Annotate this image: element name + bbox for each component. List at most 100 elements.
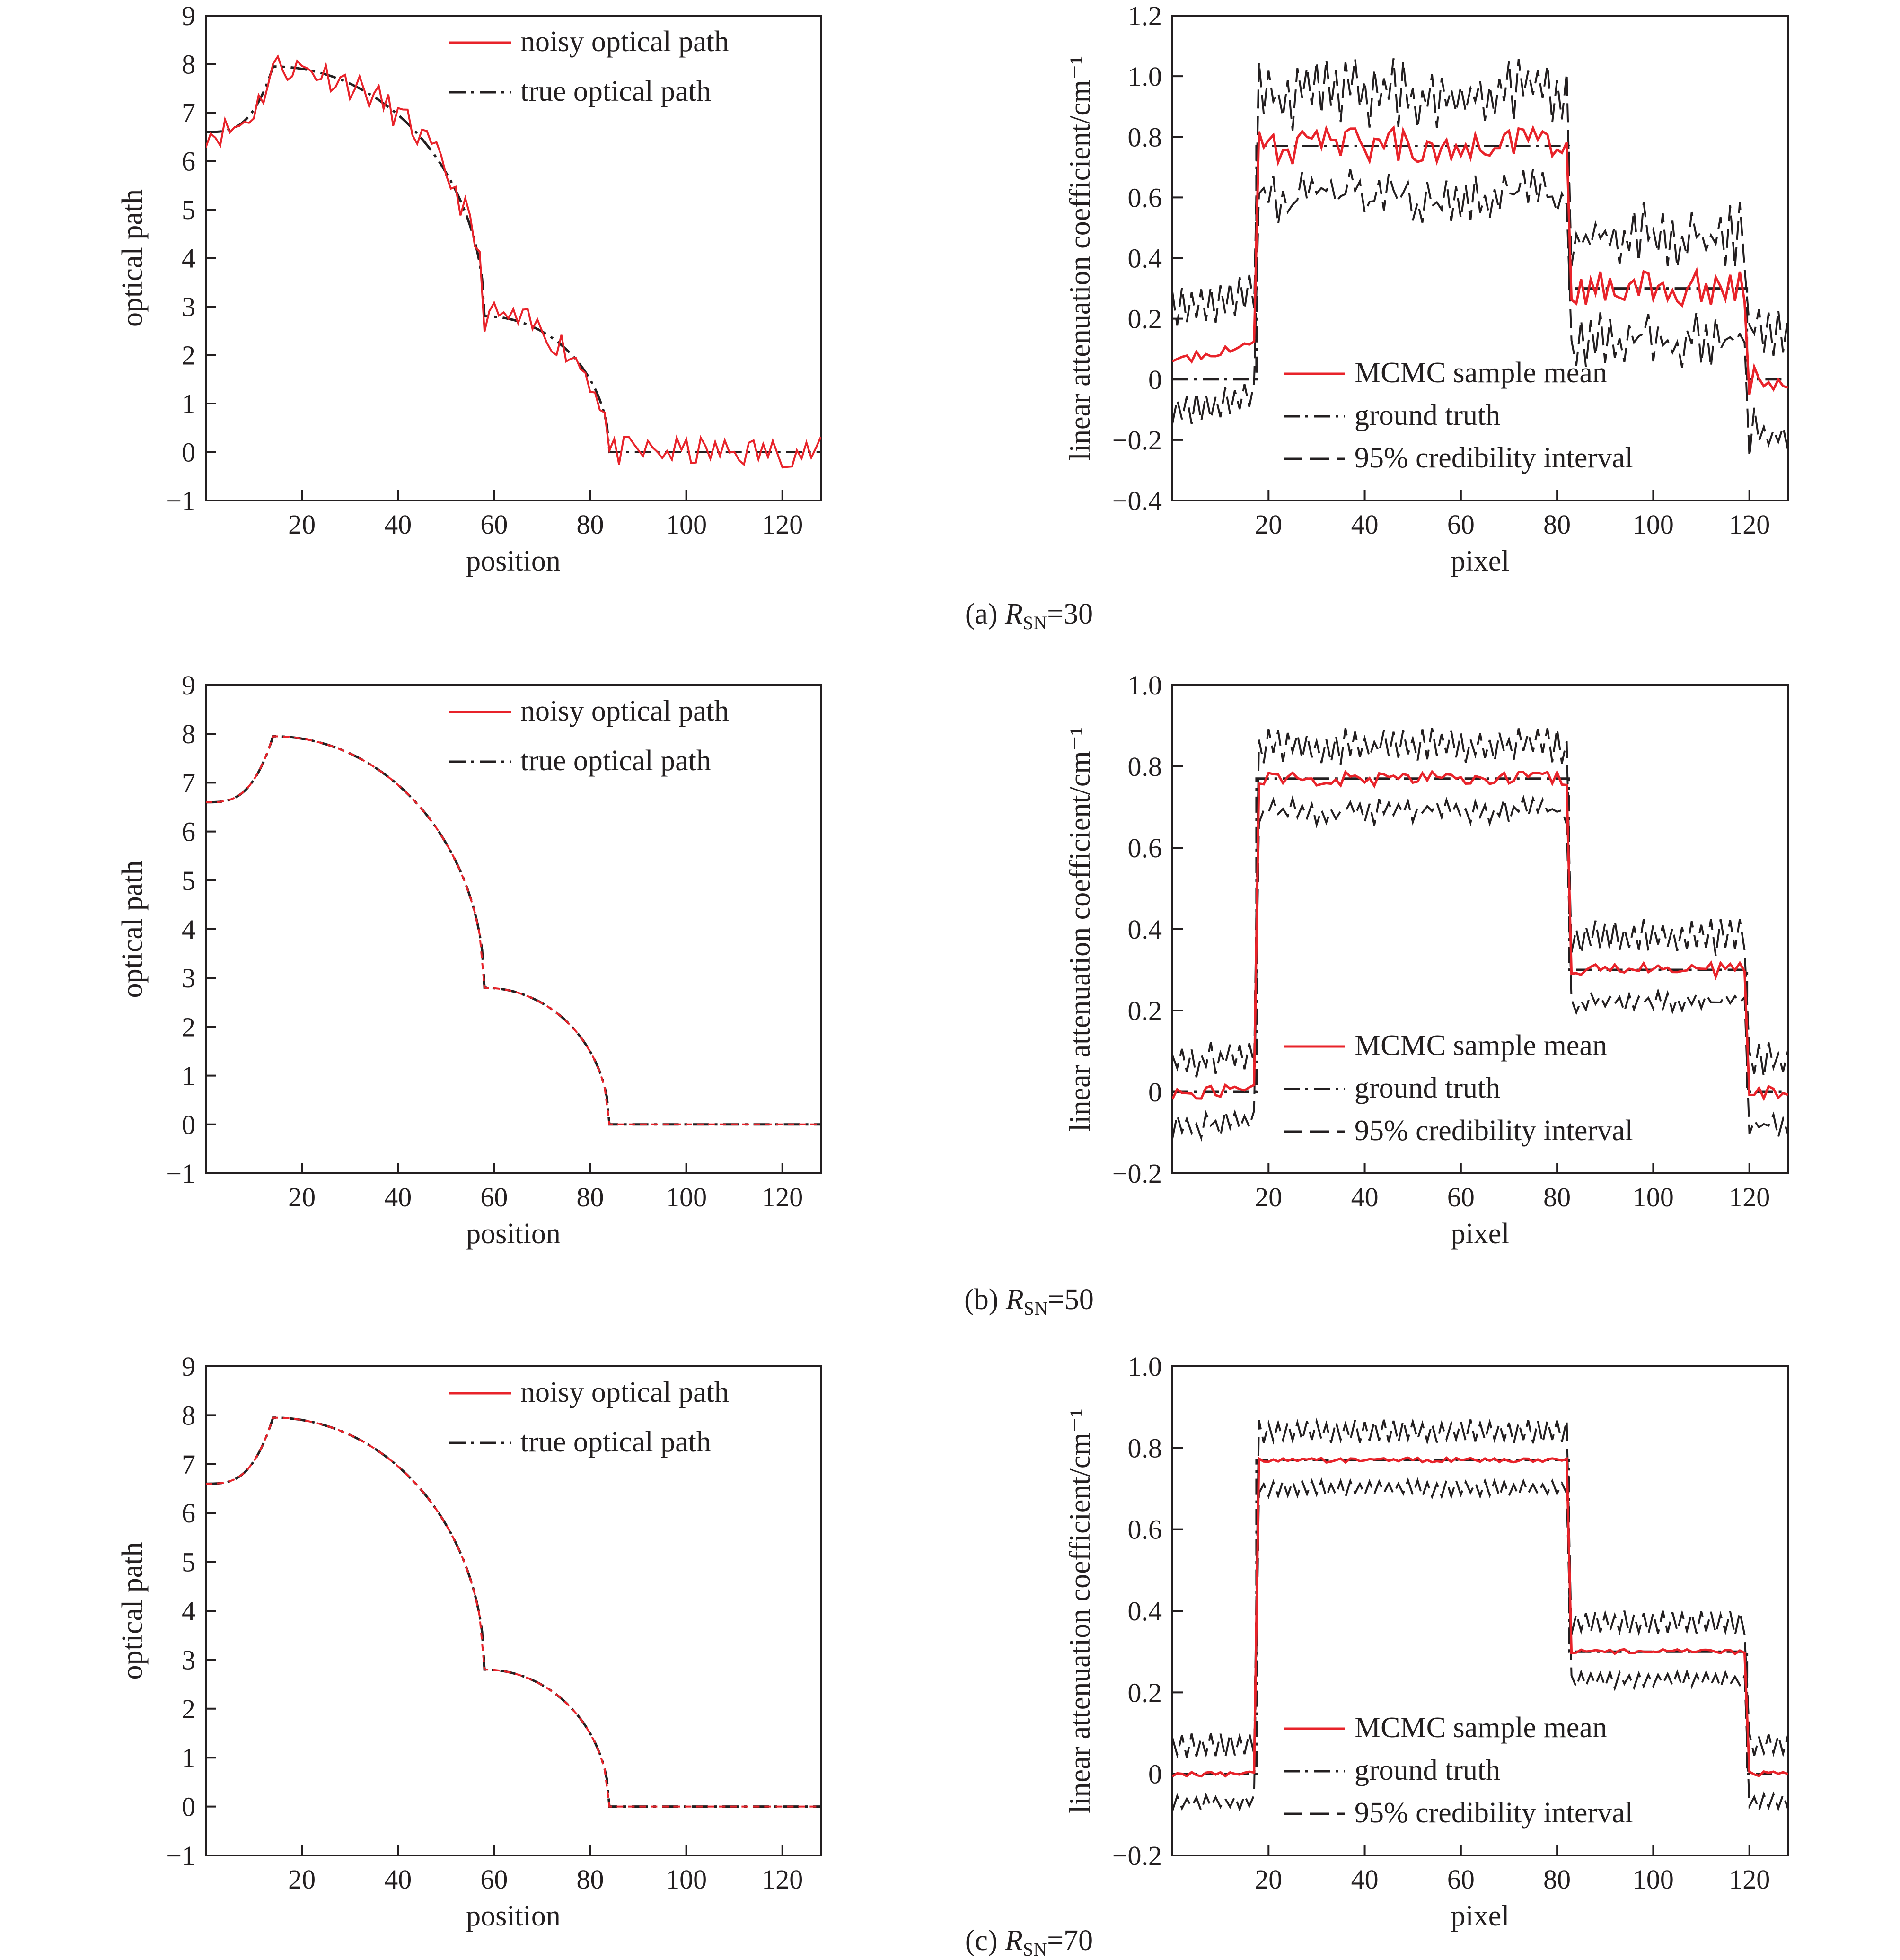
y-tick-label: 1.0 xyxy=(1128,670,1162,701)
y-tick-label: 0.6 xyxy=(1128,833,1162,863)
legend-label: 95% credibility interval xyxy=(1355,1797,1633,1829)
x-tick-label: 60 xyxy=(480,509,508,540)
y-tick-label: −1 xyxy=(166,1158,195,1189)
x-tick-label: 40 xyxy=(384,1864,412,1895)
legend-label: ground truth xyxy=(1355,1754,1500,1786)
x-tick-label: 40 xyxy=(384,509,412,540)
caption-c: (c) RSN=70 xyxy=(965,1925,1093,1960)
y-axis-label: optical path xyxy=(116,189,149,327)
mcmc-mean-line xyxy=(1172,124,1788,395)
x-tick-label: 20 xyxy=(1255,509,1282,540)
x-axis-label: position xyxy=(466,1218,561,1250)
charts-layer: 20 40 60 80 100 120−10123456789positionoptica… xyxy=(116,0,1789,1932)
x-tick-label: 60 xyxy=(1447,1182,1475,1213)
credibility-interval-lower xyxy=(1172,168,1788,457)
plot-area xyxy=(206,735,821,1126)
y-tick-label: −0.2 xyxy=(1112,1158,1162,1189)
x-tick-label: 20 xyxy=(288,1182,316,1213)
true-optical-path-line xyxy=(206,1416,821,1808)
noisy-optical-path-line xyxy=(206,1416,821,1808)
plot-area xyxy=(206,1416,821,1808)
x-tick-label: 40 xyxy=(1351,1864,1379,1895)
legend: noisy optical path true optical path xyxy=(449,1376,729,1458)
y-tick-label: 0.8 xyxy=(1128,1433,1162,1463)
x-tick-label: 20 xyxy=(288,509,316,540)
y-tick-label: 0.2 xyxy=(1128,995,1162,1026)
x-tick-label: 100 xyxy=(666,1864,707,1895)
y-tick-label: 7 xyxy=(182,767,195,798)
y-tick-label: −0.4 xyxy=(1112,485,1162,516)
legend-label: 95% credibility interval xyxy=(1355,442,1633,474)
legend-label: noisy optical path xyxy=(520,695,729,727)
x-axis-label: pixel xyxy=(1451,545,1510,577)
x-tick-label: 40 xyxy=(1351,1182,1379,1213)
x-tick-label: 80 xyxy=(1543,1864,1571,1895)
x-axis-label: pixel xyxy=(1451,1218,1510,1250)
x-tick-label: 100 xyxy=(1633,1864,1674,1895)
y-tick-label: 0.6 xyxy=(1128,1514,1162,1545)
plot-area xyxy=(1172,1417,1788,1814)
credibility-interval-upper xyxy=(1172,58,1788,356)
x-tick-label: 20 xyxy=(288,1864,316,1895)
legend: MCMC sample mean ground truth 95% credibil… xyxy=(1284,357,1633,474)
x-tick-label: 120 xyxy=(762,509,803,540)
x-tick-label: 80 xyxy=(1543,509,1571,540)
y-tick-label: 4 xyxy=(182,243,195,274)
legend-label: true optical path xyxy=(520,1426,711,1458)
chart-b-left: 20 40 60 80 100 120 −1 0 1 2 3 4 5 6 7 8 9 position optica… xyxy=(116,670,822,1250)
y-tick-label: 2 xyxy=(182,1694,195,1724)
legend-label: MCMC sample mean xyxy=(1355,1712,1607,1744)
legend-label: MCMC sample mean xyxy=(1355,357,1607,389)
x-tick-label: 80 xyxy=(577,1864,604,1895)
y-tick-label: 5 xyxy=(182,1547,195,1578)
credibility-interval-upper xyxy=(1172,1417,1788,1759)
y-tick-label: 0.8 xyxy=(1128,751,1162,782)
y-axis-label: linear attenuation coefficient/cm⁻¹ xyxy=(1064,727,1096,1132)
credibility-interval-lower xyxy=(1172,794,1788,1142)
y-tick-label: 0.8 xyxy=(1128,122,1162,152)
true-optical-path-line xyxy=(206,735,821,1126)
plot-area xyxy=(1172,727,1788,1142)
y-tick-label: 0 xyxy=(1148,1077,1162,1107)
y-axis-label: linear attenuation coefficient/cm⁻¹ xyxy=(1064,56,1096,461)
caption-b: (b) RSN=50 xyxy=(964,1283,1094,1319)
legend-label: ground truth xyxy=(1355,399,1500,431)
legend-label: true optical path xyxy=(520,75,711,107)
y-tick-label: 1.2 xyxy=(1128,0,1162,31)
y-tick-label: 0 xyxy=(182,1109,195,1140)
y-tick-label: 2 xyxy=(182,340,195,371)
legend: noisy optical path true optical path xyxy=(449,26,729,107)
y-tick-label: 9 xyxy=(182,0,195,31)
y-tick-label: 0 xyxy=(182,1792,195,1822)
y-tick-label: 8 xyxy=(182,719,195,749)
plot-area xyxy=(1172,58,1788,457)
y-tick-label: 4 xyxy=(182,914,195,945)
y-tick-label: 9 xyxy=(182,1351,195,1382)
x-tick-label: 120 xyxy=(1729,1864,1770,1895)
y-tick-label: 0.4 xyxy=(1128,914,1162,945)
y-tick-label: 3 xyxy=(182,1644,195,1675)
x-axis-label: pixel xyxy=(1451,1900,1510,1932)
caption-a: (a) RSN=30 xyxy=(965,598,1093,633)
y-tick-label: 5 xyxy=(182,194,195,225)
y-tick-label: 1 xyxy=(182,1061,195,1091)
y-tick-label: 6 xyxy=(182,817,195,847)
y-tick-label: 0.6 xyxy=(1128,182,1162,213)
x-axis-label: position xyxy=(466,1900,561,1932)
x-tick-label: 60 xyxy=(1447,509,1475,540)
x-tick-label: 120 xyxy=(1729,509,1770,540)
y-tick-label: 2 xyxy=(182,1011,195,1042)
y-tick-label: 0.2 xyxy=(1128,304,1162,334)
x-tick-label: 80 xyxy=(1543,1182,1571,1213)
y-axis-label: linear attenuation coefficient/cm⁻¹ xyxy=(1064,1408,1096,1813)
x-tick-label: 120 xyxy=(1729,1182,1770,1213)
y-tick-label: 8 xyxy=(182,49,195,80)
chart-c-right: 20 40 60 80 100 120 −0.2 0 0.2 0.4 0.6 0.8 1.0 pixel l… xyxy=(1064,1351,1789,1932)
y-tick-label: 0.4 xyxy=(1128,243,1162,274)
x-tick-label: 80 xyxy=(577,509,604,540)
chart-a-left: 20 40 60 80 100 120 −1 0 1 2 3 4 5 6 7 8 9 position optica… xyxy=(116,0,822,577)
legend-label: noisy optical path xyxy=(520,26,729,58)
mcmc-mean-line xyxy=(1172,1456,1788,1778)
noisy-optical-path-line xyxy=(206,735,821,1125)
